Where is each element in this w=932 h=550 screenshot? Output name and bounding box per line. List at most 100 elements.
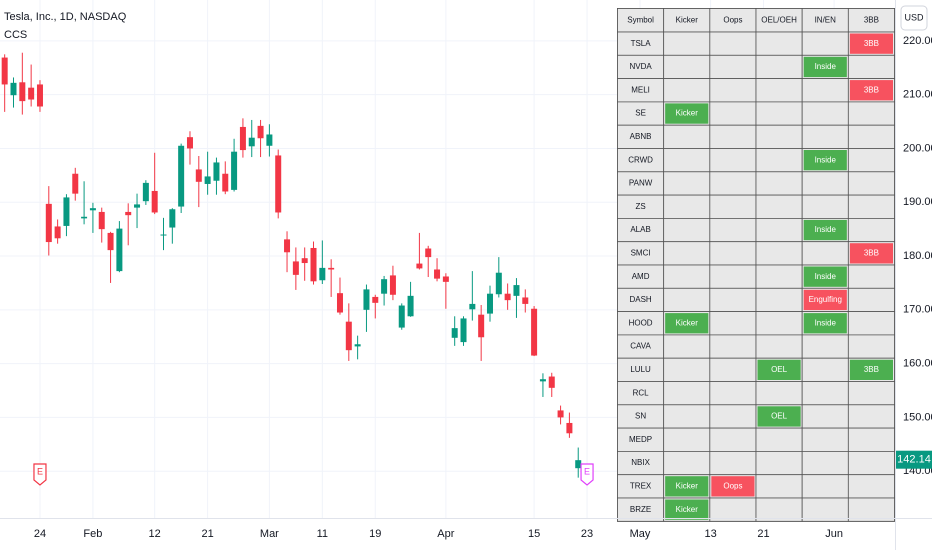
candle-body	[416, 263, 423, 269]
signal-highlight	[803, 289, 847, 311]
y-tick-label: 160.00	[903, 358, 932, 370]
x-tick-label: 12	[149, 528, 161, 540]
signal-highlight	[665, 103, 709, 124]
y-tick-label: 180.00	[903, 250, 932, 262]
signal-highlight	[803, 266, 847, 287]
candle-body	[72, 173, 79, 194]
candle-body	[336, 293, 343, 313]
signal-highlight	[849, 33, 893, 54]
symbol-title: Tesla, Inc., 1D, NASDAQ	[4, 11, 127, 23]
candle-body	[557, 410, 564, 418]
signal-table: Symbol Kicker Oops OEL/OEH IN/EN 3BB TSLA 3BB NV…	[617, 8, 895, 522]
signal-label: 3BB	[864, 365, 879, 374]
candle-body	[345, 321, 352, 351]
symbol-label: ABNB	[630, 132, 652, 141]
signal-label: Inside	[815, 155, 837, 164]
signal-cell	[847, 311, 895, 336]
candle-body	[1, 57, 8, 85]
candle-body	[257, 125, 264, 139]
candle-body	[222, 173, 229, 192]
symbol-label: SN	[635, 412, 646, 421]
x-tick-label: Mar	[260, 528, 279, 540]
x-tick-label: 23	[581, 528, 593, 540]
y-tick-label: 170.00	[903, 304, 932, 316]
candle-body	[28, 87, 35, 100]
currency-button[interactable]	[900, 5, 928, 31]
symbol-label: MELI	[631, 85, 650, 94]
candle-body	[248, 137, 255, 147]
signal-cell	[709, 311, 757, 336]
y-tick-label: 200.00	[903, 142, 932, 154]
signal-cell	[755, 264, 803, 289]
candle-body	[186, 137, 193, 149]
candle-body	[539, 379, 546, 382]
candle-body	[10, 82, 17, 96]
header-label: IN/EN	[815, 15, 837, 24]
candle-body	[372, 296, 379, 303]
header-label: Symbol	[627, 15, 654, 24]
signal-highlight	[803, 56, 847, 78]
candle-body	[178, 145, 185, 207]
signal-cell	[801, 194, 849, 219]
symbol-label: TREX	[630, 481, 652, 490]
symbol-label: ZS	[635, 202, 645, 211]
last-price-label: 142.14	[897, 454, 931, 466]
candle-body	[398, 305, 405, 328]
candle-body	[19, 82, 26, 102]
signal-cell	[801, 357, 849, 382]
signal-cell	[709, 124, 757, 149]
signal-cell	[755, 474, 803, 499]
candle-body	[98, 211, 105, 230]
signal-label: Kicker	[676, 481, 699, 490]
candle-body	[548, 376, 555, 388]
header-label: OEL/OEH	[761, 15, 797, 24]
signal-cell	[801, 450, 849, 476]
symbol-label: NBIX	[631, 458, 650, 467]
symbol-label: HOOD	[629, 318, 653, 327]
signal-cell	[847, 381, 895, 406]
candle-body	[142, 182, 149, 202]
header-label: Kicker	[676, 15, 699, 24]
signal-cell	[847, 497, 895, 522]
signal-cell	[663, 217, 711, 243]
signal-highlight	[849, 243, 893, 264]
candle-body	[354, 344, 361, 347]
symbol-label: SE	[635, 109, 646, 118]
signal-cell	[801, 427, 849, 452]
candle-body	[107, 232, 114, 251]
signal-cell	[663, 381, 711, 406]
candle-body	[239, 126, 246, 151]
earnings-marker	[33, 463, 47, 486]
signal-cell	[755, 124, 803, 149]
signal-cell	[801, 31, 849, 56]
signal-cell	[663, 171, 711, 196]
candle-body	[116, 228, 123, 272]
y-tick-label: 150.00	[903, 411, 932, 423]
signal-cell	[663, 450, 711, 476]
indicator-name: CCS	[4, 29, 27, 41]
candle-body	[425, 248, 432, 258]
candle-body	[434, 269, 441, 279]
x-tick-label: 15	[528, 528, 540, 540]
signal-highlight	[711, 476, 755, 497]
symbol-label: CAVA	[630, 342, 651, 351]
signal-label: Oops	[723, 481, 742, 490]
candle-body	[513, 285, 520, 296]
candle-body	[486, 293, 493, 314]
currency-label[interactable]: USD	[904, 12, 924, 22]
signal-cell	[755, 450, 803, 476]
symbol-label: RCL	[633, 388, 650, 397]
signal-cell	[709, 194, 757, 219]
signal-cell	[847, 124, 895, 149]
signal-cell	[755, 241, 803, 266]
signal-label: Inside	[815, 272, 837, 281]
signal-cell	[801, 334, 849, 359]
signal-cell	[709, 427, 757, 452]
signal-cell	[755, 287, 803, 312]
signal-label: 3BB	[864, 85, 879, 94]
header-label: Oops	[723, 15, 742, 24]
y-tick-label: 190.00	[903, 196, 932, 208]
candle-body	[54, 226, 61, 239]
symbol-label: MEDP	[629, 435, 652, 444]
signal-cell	[847, 217, 895, 243]
